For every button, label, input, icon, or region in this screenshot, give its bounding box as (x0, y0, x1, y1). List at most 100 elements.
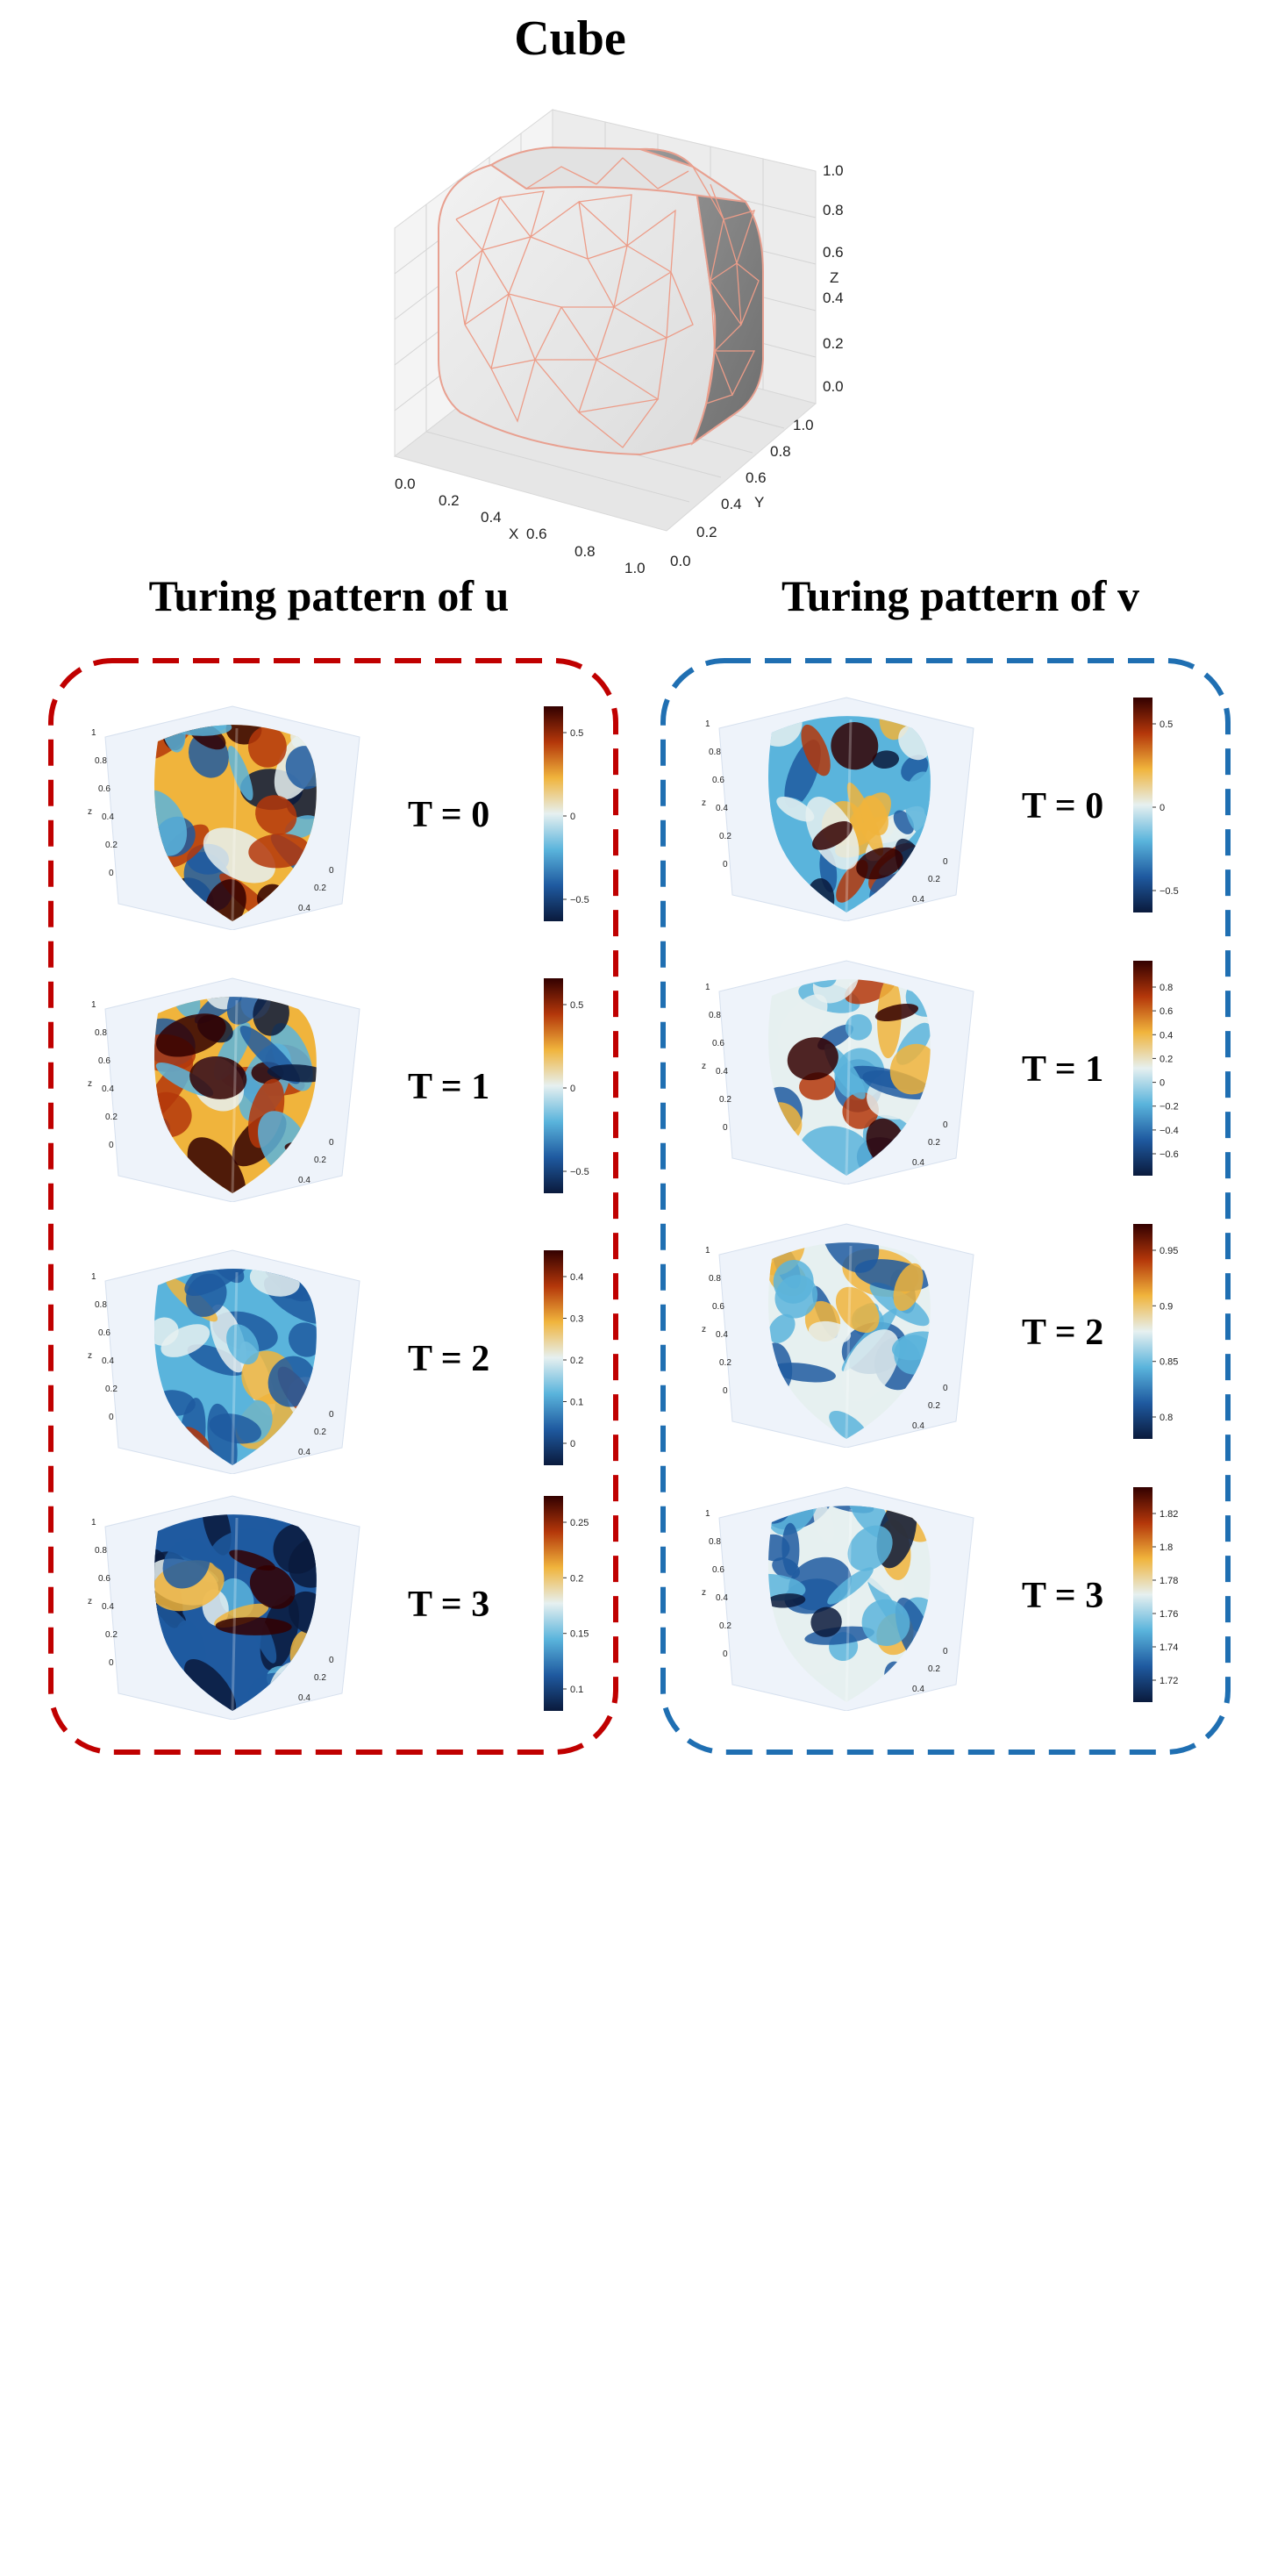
colorbar-gradient (544, 1250, 563, 1465)
pattern-blob (229, 1549, 276, 1571)
pattern-blob (889, 1043, 931, 1095)
surface-axis-tick: 0.6 (712, 1302, 724, 1312)
pattern-blob (215, 1617, 292, 1635)
surface-axis-tick: 0.6 (98, 1056, 111, 1066)
cube-mesh-plot: 0.0 0.2 0.4 0.6 0.8 1.0 Z 0.0 0.2 0.4 0.… (393, 109, 844, 576)
surface-axis-tick: 0 (109, 1658, 114, 1668)
surface-axis-label: z (88, 1079, 92, 1089)
svg-text:0.2: 0.2 (314, 1156, 326, 1165)
pattern-blob (893, 1263, 924, 1312)
svg-text:0: 0 (943, 1384, 948, 1393)
mesh-edges (455, 157, 760, 448)
surface-axis-tick: 0.6 (98, 784, 111, 794)
colorbar-tick: 1.78 (1160, 1576, 1178, 1586)
pattern-blob (226, 1324, 260, 1365)
surface-axis-tick: 0.4 (716, 804, 728, 813)
pattern-blob (813, 1506, 835, 1544)
colorbar-tick: 0.95 (1160, 1246, 1178, 1256)
z-tick: 0.4 (823, 290, 844, 306)
x-tick: 0.0 (395, 476, 416, 492)
colorbar: 0.5 0 −0.5 (544, 706, 589, 921)
colorbar-tick: 0.9 (1160, 1301, 1173, 1312)
colorbar: 0.4 0.3 0.2 0.1 0 (544, 1250, 583, 1465)
surface-axis-tick: 0.6 (98, 1574, 111, 1584)
pattern-blob (249, 1565, 296, 1609)
time-label: T = 2 (408, 1339, 490, 1379)
pattern-blob (845, 1013, 873, 1041)
colorbar-tick: 0.5 (570, 728, 583, 739)
surface-axis-tick: 0.2 (719, 832, 731, 841)
colorbar: 1.82 1.8 1.78 1.76 1.74 1.72 (1133, 1487, 1178, 1702)
colorbar-tick: 0.2 (570, 1573, 583, 1584)
surface-axis-tick: 0.8 (709, 1011, 721, 1020)
surface-axis-tick: 0.4 (102, 812, 114, 822)
z-axis-label: Z (830, 269, 838, 286)
svg-text:0.4: 0.4 (298, 1448, 310, 1457)
cube-side-face (639, 147, 764, 446)
z-tick: 0.8 (823, 202, 844, 218)
colorbar-tick: 0.25 (570, 1518, 589, 1528)
svg-text:0.2: 0.2 (928, 1664, 940, 1674)
surface-axis-tick: 0.2 (719, 1358, 731, 1368)
colorbar-tick: 1.76 (1160, 1609, 1178, 1620)
svg-text:0.4: 0.4 (912, 1421, 924, 1431)
colorbar-tick: 1.8 (1160, 1542, 1173, 1553)
surface-axis-tick: 0.2 (719, 1621, 731, 1631)
z-tick: 1.0 (823, 162, 844, 179)
colorbar-gradient (544, 978, 563, 1193)
surface-axis-tick: 0 (723, 1649, 728, 1659)
pattern-blob (841, 1329, 900, 1402)
surface-axis-tick: 0.2 (105, 841, 118, 850)
svg-text:0: 0 (329, 1410, 334, 1420)
pattern-blob (248, 833, 310, 869)
surface-axis-tick: 0 (109, 1413, 114, 1422)
pattern-blob (773, 1260, 814, 1304)
pattern-blob (860, 795, 888, 836)
pattern-blob (874, 1004, 919, 1021)
y-tick: 0.2 (696, 524, 717, 540)
svg-text:0.4: 0.4 (298, 904, 310, 913)
colorbar-tick: 1.82 (1160, 1509, 1178, 1520)
surface-axis-tick: 0.8 (95, 1028, 107, 1038)
surface-axis-tick: 0.6 (712, 1565, 724, 1575)
time-label: T = 0 (1022, 786, 1104, 826)
surface-axis-label: z (702, 1588, 706, 1598)
colorbar-tick: 0.1 (570, 1398, 583, 1408)
panel-v-frame (660, 658, 1231, 1755)
pattern-blob (247, 726, 287, 768)
pattern-blob (267, 1064, 317, 1083)
colorbar-tick: 0.2 (570, 1356, 583, 1366)
panel-u-frame (48, 658, 618, 1755)
colorbar-tick: 1.74 (1160, 1642, 1178, 1653)
colorbar-tick: 0.15 (570, 1629, 589, 1640)
svg-text:0.4: 0.4 (912, 1158, 924, 1168)
pattern-blob (827, 1567, 874, 1605)
colorbar-tick: −0.5 (1160, 886, 1179, 897)
colorbar-tick: −0.2 (1160, 1102, 1179, 1113)
surface-axis-tick: 0.2 (105, 1113, 118, 1122)
colorbar-gradient (1133, 698, 1152, 912)
cube-top-face (489, 146, 746, 203)
colorbar-tick: −0.5 (570, 1167, 589, 1177)
surface-axis-label: z (88, 1351, 92, 1361)
z-tick: 0.0 (823, 378, 844, 395)
pattern-blob (812, 979, 860, 1004)
colorbar-tick: 0 (1160, 1078, 1165, 1089)
pattern-blob (856, 847, 903, 880)
surface-axis-tick: 1 (705, 1246, 710, 1256)
colorbar-tick: 0.6 (1160, 1006, 1173, 1017)
surface-axis-tick: 0.2 (105, 1385, 118, 1394)
z-tick: 0.2 (823, 335, 844, 352)
y-tick: 0.6 (746, 469, 767, 486)
surface-axis-tick: 0 (109, 869, 114, 878)
surface-axis-tick: 1 (705, 1509, 710, 1519)
svg-text:0.2: 0.2 (314, 1428, 326, 1437)
x-tick: 0.6 (526, 526, 547, 542)
svg-text:0: 0 (943, 857, 948, 867)
surface-axis-tick: 0.6 (712, 1039, 724, 1048)
colorbar-tick: 0.5 (1160, 719, 1173, 730)
